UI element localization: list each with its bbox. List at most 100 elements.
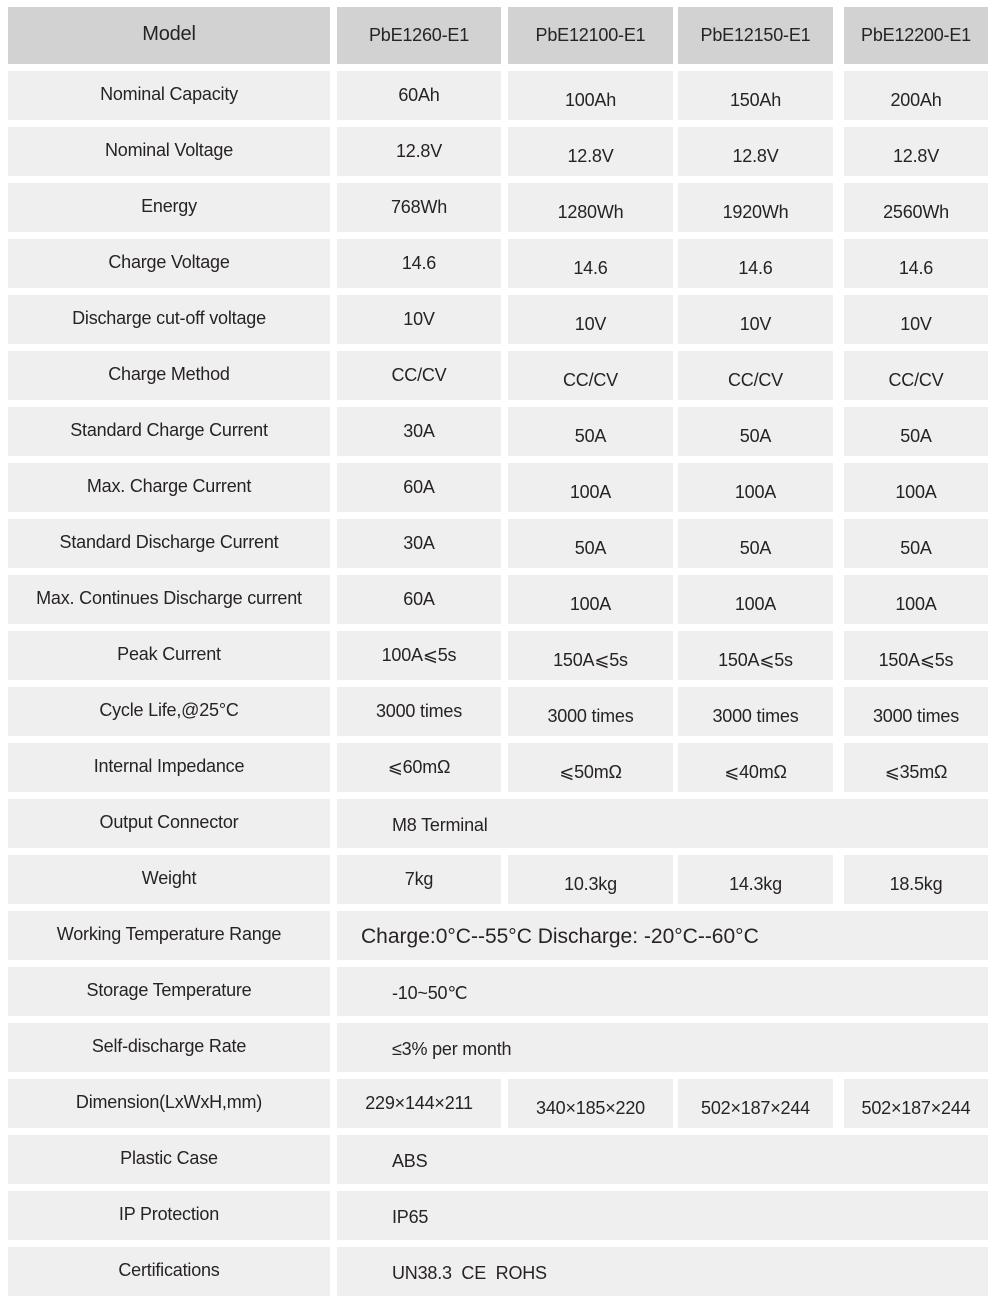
value-cell: 100A [508, 575, 673, 624]
table-row: Standard Discharge Current 30A 50A 50A 50A [8, 519, 1000, 568]
value-cell: 150A⩽5s [508, 631, 673, 680]
row-label: Cycle Life,@25°C [8, 687, 330, 736]
row-label: Nominal Capacity [8, 71, 330, 120]
value-cell: 30A [337, 407, 501, 456]
table-row: Charge Voltage 14.6 14.6 14.6 14.6 [8, 239, 1000, 288]
value-cell: 100A [678, 575, 833, 624]
span-value-cell: ABS [337, 1135, 988, 1184]
value-cell: 150A⩽5s [678, 631, 833, 680]
value-cell: 150Ah [678, 71, 833, 120]
table-row: Max. Continues Discharge current 60A 100A 1… [8, 575, 1000, 624]
value-cell: 1280Wh [508, 183, 673, 232]
span-value-cell: M8 Terminal [337, 799, 988, 848]
value-cell: 14.6 [844, 239, 988, 288]
row-label: Self-discharge Rate [8, 1023, 330, 1072]
value-cell: 229×144×211 [337, 1079, 501, 1128]
table-row: Charge Method CC/CV CC/CV CC/CV CC/CV [8, 351, 1000, 400]
table-body: Nominal Capacity 60Ah 100Ah 150Ah 200Ah Nomin… [8, 71, 1000, 1296]
value-cell: 14.6 [508, 239, 673, 288]
span-value-cell: ≤3% per month [337, 1023, 988, 1072]
value-cell: 100A [844, 575, 988, 624]
value-cell: 7kg [337, 855, 501, 904]
value-cell: CC/CV [337, 351, 501, 400]
model-name-cell: PbE12100-E1 [508, 7, 673, 64]
value-cell: 50A [508, 519, 673, 568]
model-name-cell: PbE1260-E1 [337, 7, 501, 64]
value-cell: ⩽60mΩ [337, 743, 501, 792]
value-cell: ⩽35mΩ [844, 743, 988, 792]
span-value-cell: UN38.3 CE ROHS [337, 1247, 988, 1296]
value-cell: 50A [844, 407, 988, 456]
value-cell: 50A [678, 407, 833, 456]
value-cell: 14.6 [337, 239, 501, 288]
table-row: Internal Impedance ⩽60mΩ ⩽50mΩ ⩽40mΩ ⩽35mΩ [8, 743, 1000, 792]
table-row: Working Temperature Range Charge:0°C--55°… [8, 911, 1000, 960]
value-cell: 10V [337, 295, 501, 344]
span-value-cell: IP65 [337, 1191, 988, 1240]
table-header-row: Model PbE1260-E1 PbE12100-E1 PbE12150-E1… [8, 7, 1000, 64]
value-cell: 18.5kg [844, 855, 988, 904]
table-row: Standard Charge Current 30A 50A 50A 50A [8, 407, 1000, 456]
value-cell: 100A [508, 463, 673, 512]
model-name-cell: PbE12200-E1 [844, 7, 988, 64]
table-row: Certifications UN38.3 CE ROHS [8, 1247, 1000, 1296]
value-cell: 3000 times [508, 687, 673, 736]
row-label: Working Temperature Range [8, 911, 330, 960]
value-cell: 3000 times [678, 687, 833, 736]
value-cell: CC/CV [844, 351, 988, 400]
value-cell: 12.8V [337, 127, 501, 176]
value-cell: 14.3kg [678, 855, 833, 904]
row-label: Internal Impedance [8, 743, 330, 792]
table-row: Nominal Capacity 60Ah 100Ah 150Ah 200Ah [8, 71, 1000, 120]
value-cell: 100A [678, 463, 833, 512]
value-cell: 502×187×244 [844, 1079, 988, 1128]
value-cell: ⩽40mΩ [678, 743, 833, 792]
table-row: Output Connector M8 Terminal [8, 799, 1000, 848]
value-cell: 502×187×244 [678, 1079, 833, 1128]
value-cell: 30A [337, 519, 501, 568]
row-label: Nominal Voltage [8, 127, 330, 176]
value-cell: ⩽50mΩ [508, 743, 673, 792]
value-cell: 14.6 [678, 239, 833, 288]
table-row: Dimension(LxWxH,mm) 229×144×211 340×185×22… [8, 1079, 1000, 1128]
value-cell: 768Wh [337, 183, 501, 232]
row-label: IP Protection [8, 1191, 330, 1240]
table-row: IP Protection IP65 [8, 1191, 1000, 1240]
value-cell: 1920Wh [678, 183, 833, 232]
value-cell: 200Ah [844, 71, 988, 120]
value-cell: 3000 times [337, 687, 501, 736]
value-cell: 100A [844, 463, 988, 512]
row-label: Peak Current [8, 631, 330, 680]
value-cell: 10V [678, 295, 833, 344]
value-cell: 12.8V [844, 127, 988, 176]
value-cell: 3000 times [844, 687, 988, 736]
row-label: Dimension(LxWxH,mm) [8, 1079, 330, 1128]
value-cell: 60A [337, 575, 501, 624]
table-row: Self-discharge Rate ≤3% per month [8, 1023, 1000, 1072]
value-cell: 60A [337, 463, 501, 512]
table-row: Plastic Case ABS [8, 1135, 1000, 1184]
row-label: Max. Charge Current [8, 463, 330, 512]
value-cell: 50A [844, 519, 988, 568]
row-label: Charge Method [8, 351, 330, 400]
value-cell: 12.8V [678, 127, 833, 176]
row-label: Standard Charge Current [8, 407, 330, 456]
table-row: Discharge cut-off voltage 10V 10V 10V 10V [8, 295, 1000, 344]
value-cell: 12.8V [508, 127, 673, 176]
row-label: Max. Continues Discharge current [8, 575, 330, 624]
value-cell: 50A [508, 407, 673, 456]
model-name-cell: PbE12150-E1 [678, 7, 833, 64]
table-row: Nominal Voltage 12.8V 12.8V 12.8V 12.8V [8, 127, 1000, 176]
model-header-cell: Model [8, 7, 330, 64]
row-label: Standard Discharge Current [8, 519, 330, 568]
value-cell: CC/CV [678, 351, 833, 400]
table-row: Peak Current 100A⩽5s 150A⩽5s 150A⩽5s 150A⩽5s [8, 631, 1000, 680]
value-cell: 10V [844, 295, 988, 344]
value-cell: 150A⩽5s [844, 631, 988, 680]
value-cell: 50A [678, 519, 833, 568]
value-cell: 340×185×220 [508, 1079, 673, 1128]
table-row: Weight 7kg 10.3kg 14.3kg 18.5kg [8, 855, 1000, 904]
row-label: Output Connector [8, 799, 330, 848]
row-label: Energy [8, 183, 330, 232]
